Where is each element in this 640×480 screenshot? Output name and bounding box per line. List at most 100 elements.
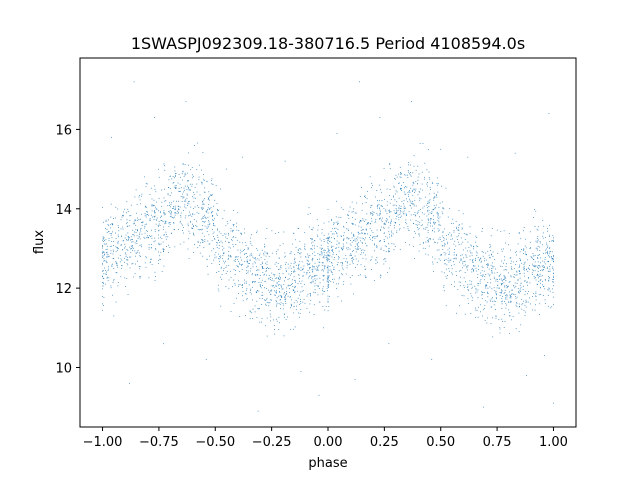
data-point	[526, 269, 527, 271]
data-point	[254, 273, 256, 275]
data-point	[442, 237, 444, 238]
data-point	[202, 217, 204, 219]
data-point	[129, 246, 131, 248]
data-point	[311, 271, 313, 273]
data-point	[474, 307, 476, 309]
data-point	[448, 261, 450, 263]
data-point	[244, 315, 246, 316]
data-point	[347, 247, 349, 249]
data-point	[453, 257, 455, 259]
data-point	[221, 242, 223, 244]
data-point	[219, 256, 221, 258]
data-point	[327, 277, 329, 279]
data-point	[188, 152, 190, 154]
data-point	[375, 236, 377, 237]
data-point	[348, 238, 349, 240]
data-point	[173, 229, 175, 231]
data-point	[331, 247, 332, 248]
data-point	[300, 283, 302, 284]
data-point	[521, 304, 523, 306]
data-point	[313, 291, 315, 293]
data-point	[218, 247, 220, 249]
data-point	[445, 276, 447, 278]
data-point	[312, 266, 314, 268]
data-point	[327, 268, 329, 270]
data-point	[391, 232, 393, 234]
data-point	[422, 212, 423, 214]
data-point	[244, 279, 245, 281]
data-point	[155, 249, 157, 251]
data-point	[102, 257, 103, 258]
data-point	[444, 263, 446, 265]
data-point	[307, 260, 309, 262]
data-point	[283, 293, 285, 295]
data-point	[432, 182, 433, 184]
data-point	[198, 212, 200, 214]
data-point	[535, 265, 537, 267]
data-point	[519, 288, 521, 290]
data-point	[312, 253, 314, 255]
data-point	[163, 234, 165, 236]
data-point	[290, 267, 292, 269]
data-point	[343, 281, 345, 283]
data-point	[253, 257, 255, 259]
data-point	[503, 327, 505, 328]
data-point	[239, 316, 241, 318]
data-point	[370, 212, 371, 214]
data-point	[294, 239, 296, 241]
data-point	[453, 254, 455, 256]
data-point	[156, 201, 157, 203]
data-point	[460, 255, 462, 257]
data-point	[312, 245, 314, 247]
data-point	[519, 264, 520, 266]
data-point	[328, 249, 329, 251]
data-point	[546, 246, 548, 248]
data-point	[291, 299, 293, 301]
data-point	[184, 189, 185, 191]
data-point	[374, 237, 376, 239]
data-point	[494, 290, 496, 292]
data-point	[233, 260, 235, 262]
data-point	[323, 222, 325, 224]
data-point	[490, 300, 492, 302]
data-point	[183, 227, 184, 228]
data-point	[106, 277, 108, 279]
data-point	[302, 276, 304, 277]
data-point	[102, 236, 104, 238]
data-point	[131, 241, 133, 243]
data-point	[549, 277, 550, 278]
data-point	[265, 325, 266, 327]
data-point	[313, 266, 315, 268]
data-point	[204, 241, 206, 242]
data-point	[410, 171, 411, 173]
data-point	[333, 222, 335, 224]
data-point	[419, 243, 421, 245]
data-point	[304, 232, 306, 233]
data-point	[482, 274, 484, 276]
data-point	[451, 234, 452, 236]
data-point	[145, 230, 147, 231]
data-point	[165, 213, 166, 215]
data-point	[115, 272, 117, 274]
data-point	[393, 249, 395, 251]
data-point	[371, 183, 373, 184]
data-point	[291, 284, 293, 285]
data-point	[482, 315, 483, 317]
data-point	[111, 266, 113, 267]
data-point	[384, 245, 386, 247]
data-point	[379, 207, 380, 209]
data-point	[165, 222, 167, 224]
data-point	[455, 258, 457, 260]
data-point	[536, 238, 538, 239]
data-point	[380, 275, 382, 277]
data-point	[490, 323, 492, 324]
data-point	[446, 234, 447, 236]
data-point	[148, 244, 150, 246]
data-point	[279, 304, 281, 306]
data-point	[535, 279, 537, 281]
data-point	[286, 291, 287, 292]
data-point	[486, 284, 487, 286]
data-point	[442, 201, 443, 203]
data-point	[141, 224, 143, 226]
data-point	[381, 205, 383, 207]
